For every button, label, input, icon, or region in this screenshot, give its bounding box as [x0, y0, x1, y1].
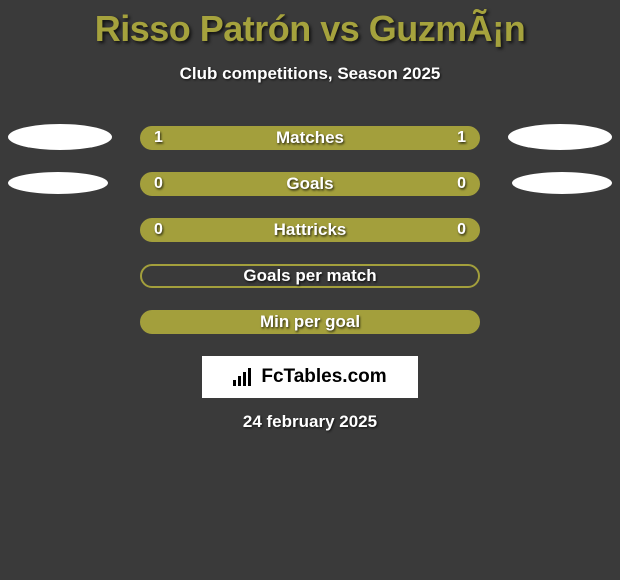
card-date: 24 february 2025 [0, 412, 620, 432]
stat-value-right: 1 [457, 129, 466, 147]
stat-value-left: 0 [154, 221, 163, 239]
stat-label: Matches [276, 128, 344, 148]
stat-value-right: 0 [457, 221, 466, 239]
stat-bar: Goals per match [140, 264, 480, 288]
stat-rows: Matches 1 1 Goals 0 0 Hattricks 0 0 Goals per mat… [0, 126, 620, 334]
card-subtitle: Club competitions, Season 2025 [0, 64, 620, 84]
stat-value-left: 1 [154, 129, 163, 147]
card-title: Risso Patrón vs GuzmÃ¡n [0, 0, 620, 50]
pill-right [512, 172, 612, 194]
pill-right [508, 124, 612, 150]
stat-row: Goals per match [0, 264, 620, 288]
stat-row: Matches 1 1 [0, 126, 620, 150]
pill-left [8, 172, 108, 194]
stat-row: Goals 0 0 [0, 172, 620, 196]
logo-box: FcTables.com [202, 356, 418, 398]
stat-row: Min per goal [0, 310, 620, 334]
comparison-card: Risso Patrón vs GuzmÃ¡n Club competition… [0, 0, 620, 580]
logo-text: FcTables.com [261, 366, 386, 388]
stat-label: Hattricks [274, 220, 347, 240]
stat-value-right: 0 [457, 175, 466, 193]
stat-label: Min per goal [260, 312, 360, 332]
stat-label: Goals per match [243, 266, 376, 286]
stat-label: Goals [286, 174, 333, 194]
stat-bar: Min per goal [140, 310, 480, 334]
pill-left [8, 124, 112, 150]
stat-bar: Hattricks 0 0 [140, 218, 480, 242]
stat-value-left: 0 [154, 175, 163, 193]
stat-bar: Goals 0 0 [140, 172, 480, 196]
stat-bar: Matches 1 1 [140, 126, 480, 150]
stat-row: Hattricks 0 0 [0, 218, 620, 242]
bars-icon [233, 368, 255, 386]
